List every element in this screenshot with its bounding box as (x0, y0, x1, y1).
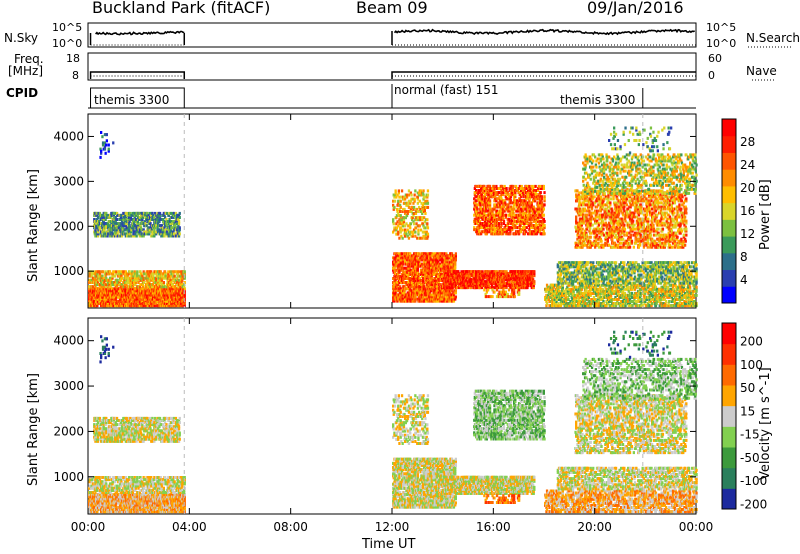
x-tick-label: 00:00 (679, 520, 714, 534)
power-colorbar-tick-label: 28 (740, 135, 755, 149)
cpid-marker (91, 88, 185, 108)
velocity-colorbar-tick-label: -50 (740, 451, 760, 465)
velocity-ytick-label: 3000 (53, 379, 84, 393)
velocity-colorbar-swatch (722, 488, 736, 509)
velocity-colorbar-tick-label: 50 (740, 381, 755, 395)
x-tick-label: 12:00 (375, 520, 410, 534)
x-tick-label: 04:00 (172, 520, 207, 534)
velocity-colorbar-title: Velocity [m s^-1] (758, 367, 773, 480)
power-ytick-label: 2000 (53, 219, 84, 233)
x-axis-title: Time UT (362, 537, 415, 552)
velocity-colorbar-swatch (722, 385, 736, 406)
rti-plot: 1000 2000 3000 4000 4 8 12 16 20 24 28 1000 2000 3000… (0, 0, 800, 554)
power-colorbar-tick-label: 16 (740, 204, 755, 218)
power-colorbar-swatch (722, 253, 736, 270)
velocity-colorbar-swatch (722, 406, 736, 427)
velocity-colorbar-swatch (722, 426, 736, 447)
velocity-ylabel: Slant Range [km] (26, 373, 41, 486)
velocity-colorbar-tick-label: -15 (740, 428, 760, 442)
velocity-ytick-label: 1000 (53, 470, 84, 484)
power-colorbar-tick-label: 8 (740, 250, 748, 264)
velocity-cells (88, 331, 698, 513)
velocity-colorbar-swatch (722, 447, 736, 468)
power-colorbar-title: Power [dB] (758, 179, 773, 250)
velocity-colorbar-tick-label: 200 (740, 335, 763, 349)
power-colorbar-tick-label: 4 (740, 273, 748, 287)
x-tick-label: 20:00 (577, 520, 612, 534)
power-colorbar-swatch (722, 136, 736, 153)
x-tick-label: 16:00 (476, 520, 511, 534)
velocity-ytick-label: 2000 (53, 424, 84, 438)
nsky-trace (96, 32, 185, 35)
power-colorbar-tick-label: 20 (740, 181, 755, 195)
power-colorbar-swatch (722, 236, 736, 253)
velocity-colorbar-swatch (722, 468, 736, 489)
power-ytick-label: 1000 (53, 264, 84, 278)
power-colorbar-swatch (722, 203, 736, 220)
power-ylabel: Slant Range [km] (26, 169, 41, 282)
velocity-colorbar-swatch (722, 364, 736, 385)
x-tick-label: 08:00 (273, 520, 308, 534)
power-colorbar-swatch (722, 186, 736, 203)
power-colorbar-swatch (722, 152, 736, 169)
freq-trace (91, 72, 185, 79)
power-ytick-label: 3000 (53, 174, 84, 188)
power-colorbar-swatch (722, 219, 736, 236)
power-colorbar-tick-label: 24 (740, 158, 755, 172)
velocity-colorbar-tick-label: 15 (740, 404, 755, 418)
x-tick-label: 00:00 (71, 520, 106, 534)
velocity-ytick-label: 4000 (53, 334, 84, 348)
power-colorbar-swatch (722, 169, 736, 186)
power-cells (88, 127, 698, 308)
power-ytick-label: 4000 (53, 129, 84, 143)
power-colorbar-swatch (722, 286, 736, 303)
nsky-trace (395, 30, 695, 35)
velocity-colorbar-swatch (722, 344, 736, 365)
velocity-colorbar-tick-label: -200 (740, 497, 767, 511)
power-colorbar-tick-label: 12 (740, 227, 755, 241)
power-colorbar-swatch (722, 119, 736, 136)
power-colorbar-swatch (722, 270, 736, 287)
velocity-colorbar-swatch (722, 323, 736, 344)
